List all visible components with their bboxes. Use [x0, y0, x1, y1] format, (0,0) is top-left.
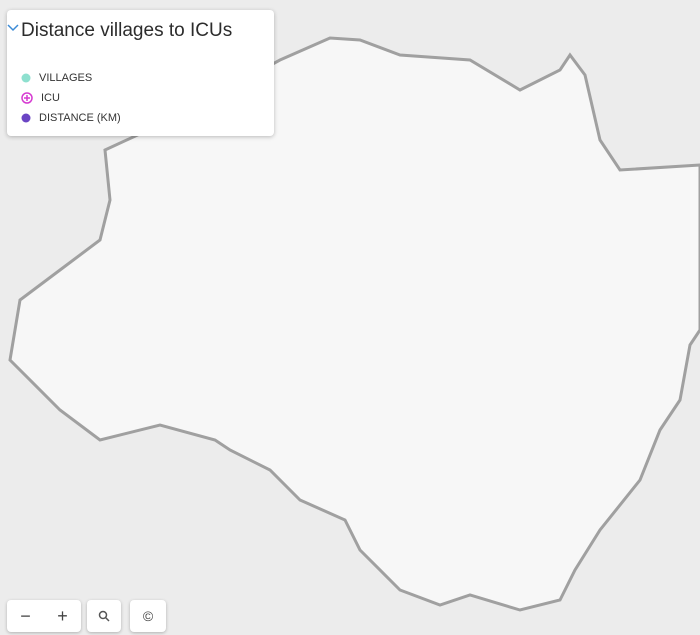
legend-label: DISTANCE (KM) [39, 112, 121, 124]
zoom-in[interactable]: + [57, 605, 68, 626]
search-button[interactable] [87, 600, 121, 632]
legend-label: ICU [41, 92, 60, 104]
region [8, 36, 700, 612]
zoom-controls: − + [7, 600, 81, 632]
legend-item: VILLAGES [21, 72, 92, 84]
legend-title: Distance villages to ICUs [21, 20, 233, 41]
legend: Distance villages to ICUs VILLAGES ICU D… [7, 10, 274, 136]
collapse[interactable] [7, 24, 19, 32]
legend-label: VILLAGES [39, 72, 93, 84]
zoom-out[interactable]: − [20, 605, 31, 626]
legend-item: DISTANCE (KM) [21, 112, 121, 124]
legend-item: ICU [21, 92, 60, 104]
attribution-button[interactable]: © [130, 600, 166, 632]
